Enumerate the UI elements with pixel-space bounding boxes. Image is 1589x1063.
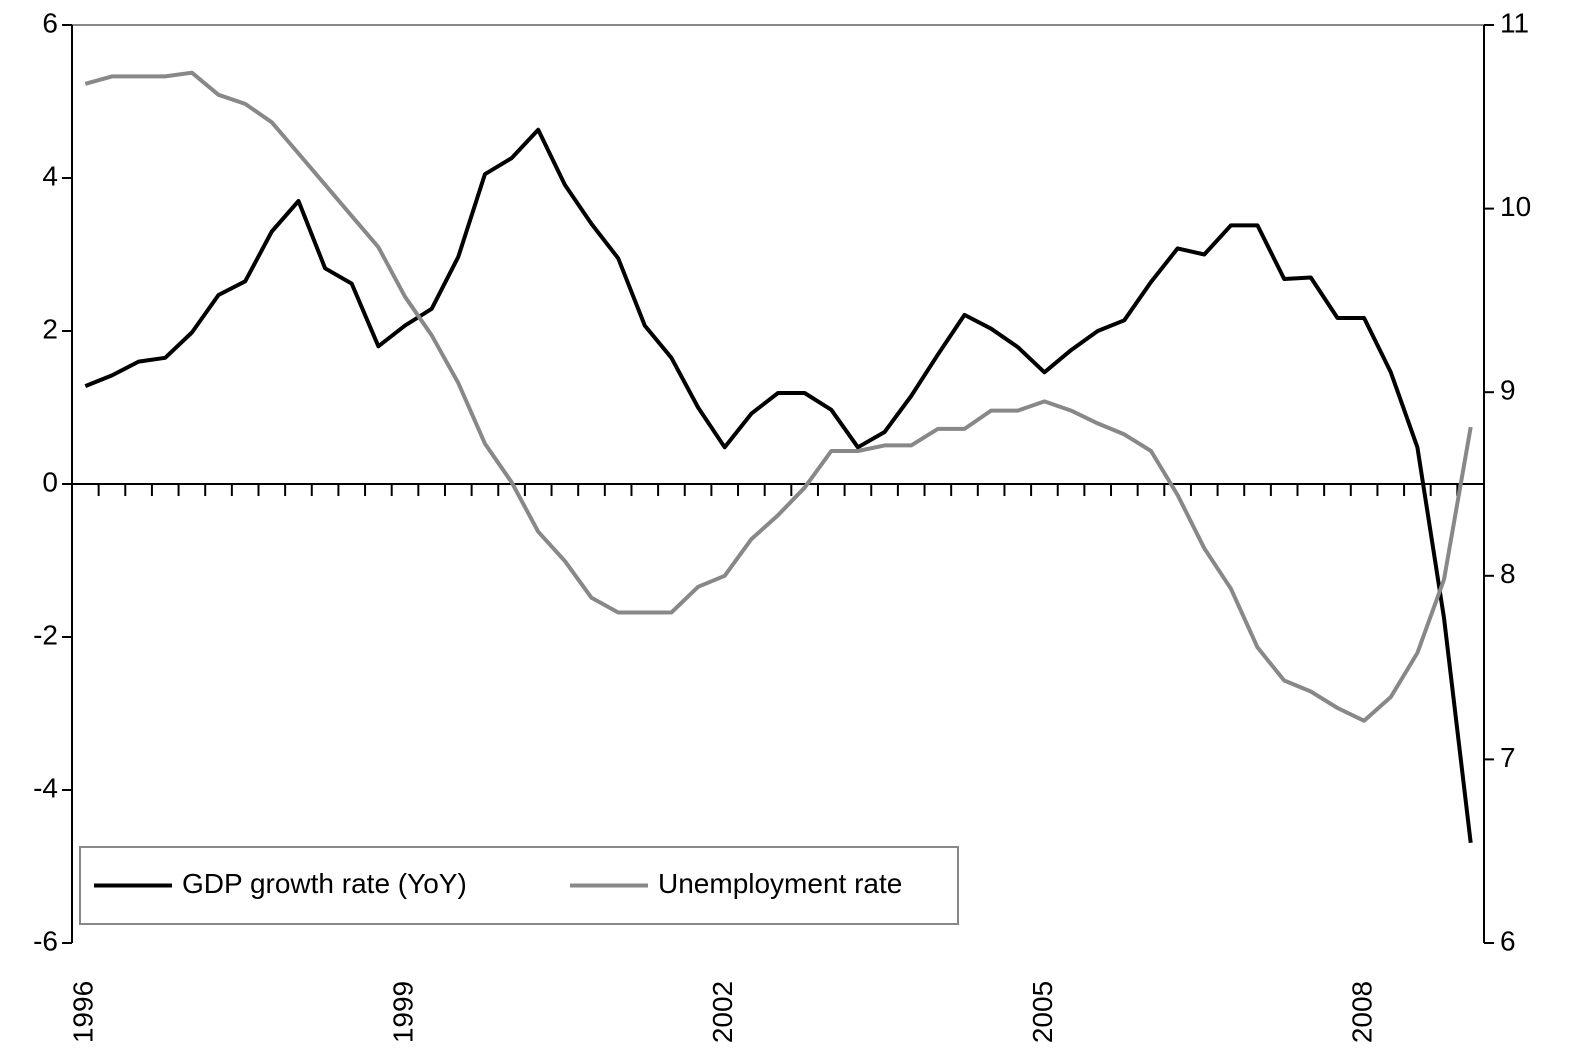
y2-tick-label: 7 bbox=[1500, 742, 1516, 773]
x-tick-label: 2005 bbox=[1027, 981, 1058, 1043]
y2-tick-label: 9 bbox=[1500, 375, 1516, 406]
y2-tick-label: 6 bbox=[1500, 925, 1516, 956]
y-tick-label: -6 bbox=[33, 925, 58, 956]
y-tick-label: 2 bbox=[42, 313, 58, 344]
y-tick-label: -4 bbox=[33, 772, 58, 803]
x-tick-label: 1999 bbox=[387, 981, 418, 1043]
x-tick-label: 1996 bbox=[68, 981, 99, 1043]
series-line bbox=[84, 127, 1473, 844]
legend-label: Unemployment rate bbox=[658, 868, 902, 899]
y2-tick-label: 10 bbox=[1500, 191, 1531, 222]
y2-tick-label: 8 bbox=[1500, 558, 1516, 589]
y-tick-label: -2 bbox=[33, 619, 58, 650]
series-line bbox=[84, 70, 1473, 723]
legend-box bbox=[79, 846, 959, 925]
y-tick-label: 4 bbox=[42, 160, 58, 191]
x-tick-label: 2008 bbox=[1347, 981, 1378, 1043]
y-tick-label: 0 bbox=[42, 466, 58, 497]
legend-label: GDP growth rate (YoY) bbox=[182, 868, 467, 899]
x-tick-label: 2002 bbox=[707, 981, 738, 1043]
y2-tick-label: 11 bbox=[1500, 7, 1529, 38]
y-tick-label: 6 bbox=[42, 7, 58, 38]
